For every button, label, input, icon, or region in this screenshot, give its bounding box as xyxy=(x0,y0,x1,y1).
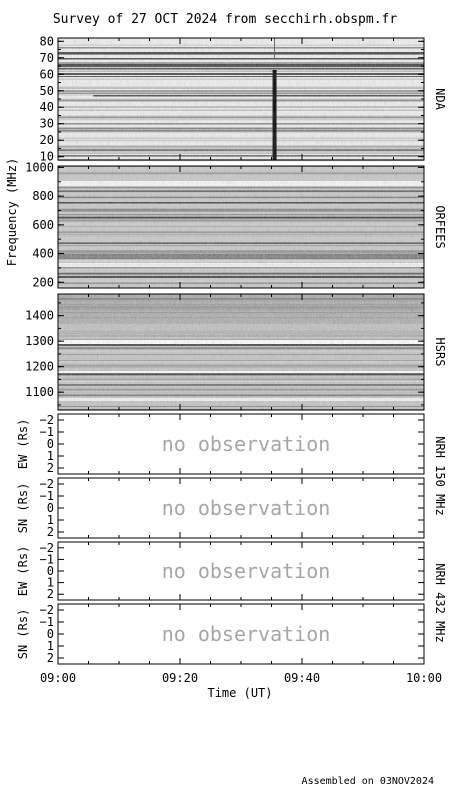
y-tick-label: 1 xyxy=(47,576,54,590)
instrument-label-nda: NDA xyxy=(433,88,447,110)
axes-layer: 1020304050607080200400600800100011001200… xyxy=(16,34,447,685)
y-tick-label: 1100 xyxy=(25,385,54,399)
x-tick-label: 10:00 xyxy=(406,671,442,685)
y-tick-label: −1 xyxy=(40,615,54,629)
y-tick-label: 2 xyxy=(47,461,54,475)
y-tick-label: 2 xyxy=(47,525,54,539)
y-tick-label: 600 xyxy=(32,218,54,232)
y-tick-label: 400 xyxy=(32,247,54,261)
y-tick-label: 1 xyxy=(47,639,54,653)
y-tick-label: 0 xyxy=(47,437,54,451)
y-tick-label: 70 xyxy=(40,51,54,65)
y-tick-label: 2 xyxy=(47,587,54,601)
y-axis-label: Frequency (MHz) xyxy=(5,158,19,266)
y-tick-label: 1300 xyxy=(25,334,54,348)
y-tick-label: 60 xyxy=(40,67,54,81)
panel-1-content xyxy=(58,38,424,162)
no-observation-text: no observation xyxy=(162,432,331,456)
y-tick-label: 30 xyxy=(40,117,54,131)
y-tick-label: 40 xyxy=(40,100,54,114)
y-tick-label: −2 xyxy=(40,477,54,491)
y-tick-label: 1 xyxy=(47,449,54,463)
footer-assembled: Assembled on 03NOV2024 xyxy=(302,776,434,787)
panel-3-content xyxy=(58,294,424,411)
panel-6-content: no observation xyxy=(162,559,331,583)
y-tick-label: −2 xyxy=(40,603,54,617)
spectrogram-noise xyxy=(58,294,424,410)
y-tick-label: 1 xyxy=(47,513,54,527)
y-tick-label: −1 xyxy=(40,489,54,503)
y-tick-label: 2 xyxy=(47,651,54,665)
y-tick-label: −2 xyxy=(40,541,54,555)
instrument-label-orfees: ORFEES xyxy=(433,205,447,248)
x-tick-label: 09:40 xyxy=(284,671,320,685)
panel-y-label: SN (Rs) xyxy=(16,483,30,534)
y-tick-label: 20 xyxy=(40,133,54,147)
y-tick-label: 200 xyxy=(32,275,54,289)
instrument-label-nrh150: NRH 150 MHz xyxy=(433,436,447,515)
panel-y-label: SN (Rs) xyxy=(16,609,30,660)
y-tick-label: 1400 xyxy=(25,309,54,323)
no-observation-text: no observation xyxy=(162,559,331,583)
no-observation-text: no observation xyxy=(162,496,331,520)
y-tick-label: 0 xyxy=(47,501,54,515)
spectrogram-noise xyxy=(58,166,424,288)
x-axis-label: Time (UT) xyxy=(207,686,272,700)
y-tick-label: −2 xyxy=(40,413,54,427)
y-tick-label: 0 xyxy=(47,627,54,641)
spectrogram-noise xyxy=(58,38,424,160)
y-tick-label: 0 xyxy=(47,564,54,578)
y-tick-label: 80 xyxy=(40,34,54,48)
instrument-label-hsrs: HSRS xyxy=(433,338,447,367)
spectrogram-layer: no observation no observation no observati… xyxy=(58,38,424,646)
y-tick-label: −1 xyxy=(40,425,54,439)
panel-5-content: no observation xyxy=(162,496,331,520)
panel-2-content xyxy=(58,166,424,288)
panel-y-label: EW (Rs) xyxy=(16,546,30,597)
panel-4-content: no observation xyxy=(162,432,331,456)
instrument-label-nrh432: NRH 432 MHz xyxy=(433,563,447,642)
panel-y-label: EW (Rs) xyxy=(16,419,30,470)
x-tick-label: 09:20 xyxy=(162,671,198,685)
no-observation-text: no observation xyxy=(162,622,331,646)
y-tick-label: 1000 xyxy=(25,160,54,174)
y-tick-label: 1200 xyxy=(25,360,54,374)
figure-title: Survey of 27 OCT 2024 from secchirh.obsp… xyxy=(53,12,398,27)
y-tick-label: 800 xyxy=(32,189,54,203)
panel-7-content: no observation xyxy=(162,622,331,646)
y-tick-label: −1 xyxy=(40,552,54,566)
y-tick-label: 10 xyxy=(40,150,54,164)
y-tick-label: 50 xyxy=(40,84,54,98)
x-tick-label: 09:00 xyxy=(40,671,76,685)
